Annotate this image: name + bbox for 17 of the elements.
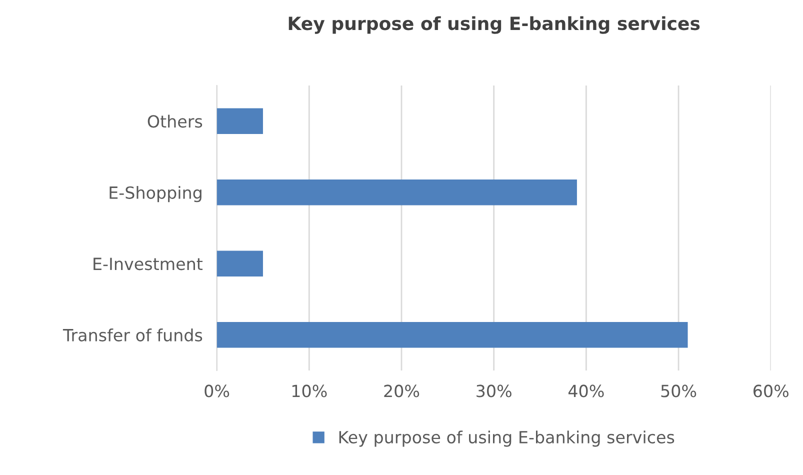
- x-tick-label: 40%: [568, 384, 604, 398]
- x-tick-label: 50%: [661, 384, 696, 398]
- y-tick-label: Transfer of funds: [62, 328, 202, 342]
- x-tick-label: 60%: [754, 384, 788, 398]
- legend-label: Key purpose of using E-banking services: [339, 430, 674, 447]
- bar: [216, 180, 577, 206]
- x-tick-label: 30%: [476, 384, 512, 398]
- bar: [216, 250, 263, 276]
- chart-title: Key purpose of using E-banking services: [288, 16, 700, 34]
- y-tick-label: Others: [148, 114, 202, 128]
- y-tick-label: E-Shopping: [110, 186, 202, 202]
- x-tick-label: 0%: [204, 384, 230, 398]
- x-tick-label: 20%: [384, 384, 420, 398]
- bar: [216, 108, 263, 134]
- bar: [216, 322, 688, 348]
- x-tick-label: 10%: [292, 384, 327, 398]
- y-tick-label: E-Investment: [94, 258, 203, 270]
